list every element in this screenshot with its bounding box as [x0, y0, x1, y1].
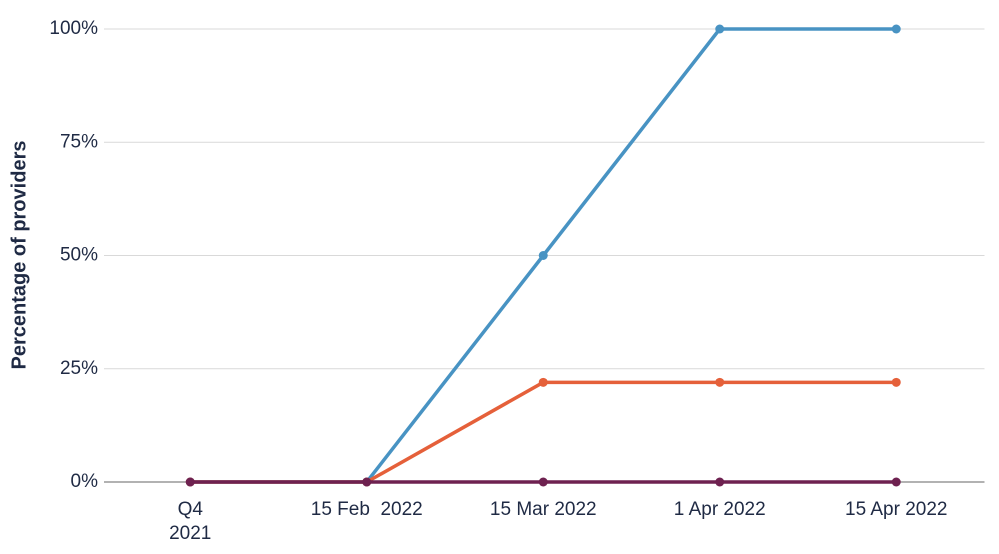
- point: [362, 477, 372, 487]
- y-tick-label: 25%: [60, 358, 98, 379]
- y-tick-label: 100%: [49, 18, 98, 39]
- x-tick-label: 1 Apr 2022: [673, 499, 766, 520]
- y-tick-label: 50%: [60, 245, 98, 266]
- point: [891, 24, 901, 34]
- x-tick-label: Q4 2021: [169, 499, 212, 544]
- y-tick-label: 0%: [71, 471, 99, 492]
- point: [185, 477, 195, 487]
- series-line: [190, 380, 897, 484]
- point: [891, 477, 901, 487]
- point: [715, 24, 725, 34]
- point: [538, 251, 548, 260]
- point: [891, 377, 901, 387]
- y-axis-label: Percentage of providers: [8, 141, 30, 370]
- x-tick-label: 15 Mar 2022: [489, 499, 597, 520]
- point: [538, 377, 548, 387]
- point: [538, 477, 548, 487]
- x-tick-label: 15 Feb 2022: [310, 499, 423, 520]
- x-tick-label: 15 Apr 2022: [845, 499, 948, 520]
- point: [715, 477, 725, 487]
- y-tick-label: 75%: [60, 131, 98, 152]
- point: [715, 377, 725, 387]
